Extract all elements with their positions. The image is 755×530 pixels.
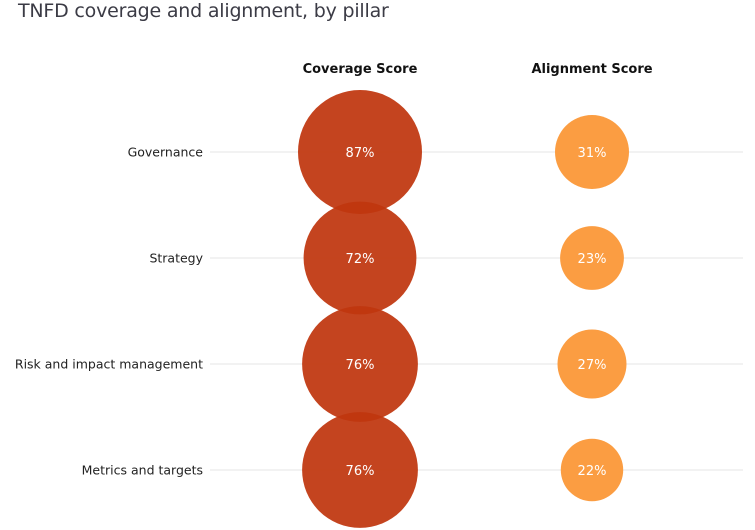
- alignment-value-label: 27%: [578, 358, 607, 373]
- alignment-value-label: 23%: [578, 252, 607, 267]
- gridlines: [210, 151, 743, 471]
- coverage-bubble[interactable]: [298, 90, 422, 214]
- chart-title: TNFD coverage and alignment, by pillar: [18, 0, 389, 22]
- coverage-value-label: 72%: [346, 252, 375, 267]
- coverage-bubble[interactable]: [303, 201, 417, 315]
- row-label: Risk and impact management: [15, 357, 203, 372]
- coverage-value-label: 87%: [346, 146, 375, 161]
- alignment-value-label: 22%: [578, 464, 607, 479]
- alignment-value-label: 31%: [578, 146, 607, 161]
- row-label: Strategy: [149, 251, 203, 266]
- coverage-value-label: 76%: [346, 358, 375, 373]
- coverage-bubble[interactable]: [302, 412, 418, 528]
- alignment-bubble[interactable]: [555, 115, 629, 189]
- row-labels: Governance Strategy Risk and impact manage…: [15, 145, 204, 478]
- row-label: Metrics and targets: [82, 463, 203, 478]
- row-label: Governance: [128, 145, 204, 160]
- column-header-coverage: Coverage Score: [303, 62, 418, 77]
- bubble-labels: 87% 72% 76% 76% 31% 23% 27% 22%: [346, 146, 607, 479]
- column-header-alignment: Alignment Score: [531, 62, 652, 77]
- alignment-bubble[interactable]: [560, 438, 624, 502]
- coverage-bubble[interactable]: [302, 306, 418, 422]
- column-headers: Coverage Score Alignment Score: [303, 62, 653, 77]
- alignment-bubble[interactable]: [557, 329, 627, 399]
- coverage-value-label: 76%: [346, 464, 375, 479]
- alignment-bubble[interactable]: [560, 226, 624, 290]
- bubbles: [298, 90, 629, 528]
